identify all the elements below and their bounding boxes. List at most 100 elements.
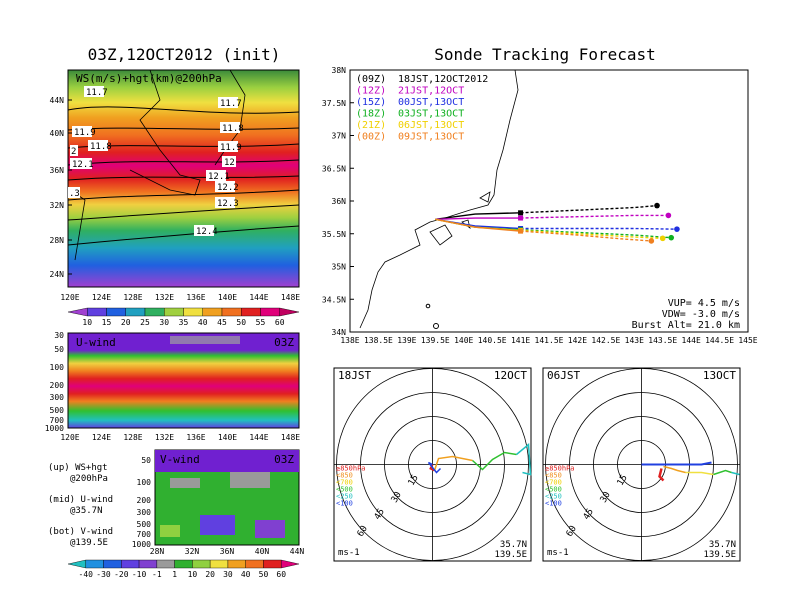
hodo-legend-item: <850 [545, 472, 562, 480]
track-lat-tick: 34.5N [322, 295, 346, 304]
colorbar-swatch [144, 307, 165, 317]
colorbar-label: 1 [172, 570, 177, 579]
colorbar-swatch [106, 307, 126, 317]
track-lat-tick: 38N [332, 66, 347, 75]
colorbar-swatch [121, 559, 140, 569]
colorbar-label: -10 [132, 570, 147, 579]
u-y-tick: 30 [54, 331, 64, 340]
colorbar-swatch [245, 559, 264, 569]
vup-text: VUP= 4.5 m/s [668, 298, 740, 309]
hodo-ring-label: 60 [565, 524, 579, 538]
colorbar-swatch [192, 559, 211, 569]
burst-marker [518, 215, 524, 221]
colorbar-swatch [87, 307, 107, 317]
hodo-trace [471, 451, 517, 471]
ws-colorbar: 10 15 20 25 30 35 40 45 50 55 60 [67, 307, 300, 327]
hodo-legend-item: <500 [545, 486, 562, 494]
u-x-tick: 148E [281, 433, 300, 442]
track-lon-tick: 140.5E [478, 336, 507, 345]
legend-utc: (00Z) [356, 132, 386, 143]
colorbar-swatch [156, 559, 175, 569]
colorbar-label: 45 [217, 318, 227, 327]
track-line-descent [520, 229, 663, 240]
hodo-lon: 139.5E [703, 550, 736, 560]
legend-jst: 00JST,13OCT [398, 97, 464, 108]
hodo-legend-item: <250 [545, 493, 562, 501]
colorbar-swatch [221, 307, 242, 317]
note-bot: (bot) V-wind [48, 527, 113, 537]
legend-utc: (21Z) [356, 120, 386, 131]
map-lat-tick: 40N [50, 129, 65, 138]
track-lon-tick: 139E [397, 336, 416, 345]
track-lon-tick: 145E [738, 336, 757, 345]
v-x-tick: 32N [185, 547, 200, 556]
colorbar-swatch [260, 307, 280, 317]
colorbar-label: 10 [82, 318, 92, 327]
colorbar-swatch [209, 559, 229, 569]
colorbar-label: -20 [114, 570, 129, 579]
colorbar-swatch [138, 559, 158, 569]
track-lon-tick: 141.5E [535, 336, 564, 345]
landing-marker [665, 212, 672, 219]
hodo-legend-item: <700 [336, 479, 353, 487]
map-lat-axis: 44N 40N 36N 32N 28N 24N [50, 96, 72, 279]
v-x-tick: 44N [290, 547, 305, 556]
map-lon-tick: 148E [281, 293, 300, 302]
hodo-ring-label: 45 [373, 507, 387, 521]
legend-jst: 09JST,13OCT [398, 132, 464, 143]
colorbar-swatch [281, 559, 300, 569]
panel-notes: (up) WS+hgt @200hPa (mid) U-wind @35.7N … [48, 463, 113, 548]
colorbar-label: -1 [152, 570, 162, 579]
track-series [435, 202, 680, 244]
hodo-legend-item: ≥850hPa [545, 465, 575, 473]
hodo-lon: 139.5E [494, 550, 527, 560]
left-title: 03Z,12OCT2012 (init) [88, 45, 281, 64]
vdw-text: VDW= -3.0 m/s [662, 309, 740, 320]
v-x-axis: 28N 32N 36N 40N 44N [150, 547, 305, 556]
svg-text:11.7: 11.7 [86, 88, 108, 98]
colorbar-swatch [85, 559, 104, 569]
map-lon-tick: 128E [123, 293, 142, 302]
colorbar-label: -40 [79, 570, 94, 579]
u-x-tick: 140E [218, 433, 237, 442]
track-lon-tick: 138E [340, 336, 359, 345]
landing-marker [659, 235, 666, 242]
map-lat-tick: 36N [50, 166, 65, 175]
legend-utc: (15Z) [356, 97, 386, 108]
colorbar-label: 30 [159, 318, 169, 327]
colorbar-label: 15 [102, 318, 112, 327]
u-y-tick: 1000 [45, 424, 64, 433]
hodo-ring-label: 60 [356, 524, 370, 538]
track-lon-tick: 139.5E [421, 336, 450, 345]
colorbar-label: 60 [276, 570, 286, 579]
map-lon-tick: 140E [218, 293, 237, 302]
map-lon-axis: 120E 124E 128E 132E 136E 140E 144E 148E [60, 293, 300, 302]
svg-text:12.3: 12.3 [217, 199, 239, 209]
legend-jst: 03JST,13OCT [398, 109, 464, 120]
hodo-legend-item: <500 [336, 486, 353, 494]
colorbar-label: 50 [236, 318, 246, 327]
legend-utc: (18Z) [356, 109, 386, 120]
note-mid2: @35.7N [70, 506, 103, 516]
hodo-legend-item: <700 [545, 479, 562, 487]
legend-jst: 21JST,12OCT [398, 86, 464, 97]
colorbar-label: 40 [198, 318, 208, 327]
track-panel: 38N 37.5N 37N 36.5N 36N 35.5N 35N 34.5N 34N 138E… [322, 66, 758, 345]
track-lon-tick: 142E [568, 336, 587, 345]
right-title: Sonde Tracking Forecast [434, 45, 656, 64]
u-x-tick: 120E [60, 433, 79, 442]
map-label: WS(m/s)+hgt(km)@200hPa [76, 72, 222, 85]
u-x-tick: 144E [249, 433, 268, 442]
map-lon-tick: 120E [60, 293, 79, 302]
burst-text: Burst Alt= 21.0 km [632, 320, 740, 331]
hodo-trace [663, 465, 686, 474]
map-lon-tick: 144E [249, 293, 268, 302]
hodo-legend-item: ≥850hPa [336, 465, 366, 473]
colorbar-swatch [183, 307, 203, 317]
svg-text:11.7: 11.7 [220, 99, 242, 109]
colorbar-swatch [103, 559, 122, 569]
